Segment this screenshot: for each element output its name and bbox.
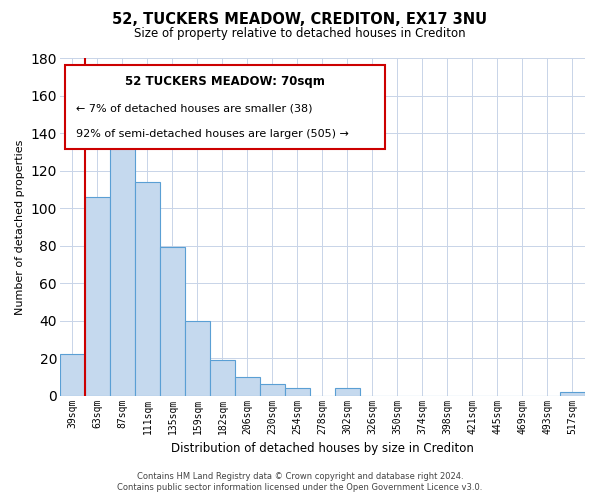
Bar (160, 248, 185, 396)
Bar (85, 197, 110, 396)
Bar (210, 360, 235, 396)
X-axis label: Distribution of detached houses by size in Crediton: Distribution of detached houses by size … (171, 442, 474, 455)
Text: 52 TUCKERS MEADOW: 70sqm: 52 TUCKERS MEADOW: 70sqm (125, 75, 325, 88)
Text: 92% of semi-detached houses are larger (505) →: 92% of semi-detached houses are larger (… (76, 129, 349, 139)
FancyBboxPatch shape (65, 65, 385, 149)
Text: Contains HM Land Registry data © Crown copyright and database right 2024.
Contai: Contains HM Land Registry data © Crown c… (118, 472, 482, 492)
Bar (135, 182, 160, 396)
Text: 52, TUCKERS MEADOW, CREDITON, EX17 3NU: 52, TUCKERS MEADOW, CREDITON, EX17 3NU (112, 12, 488, 28)
Bar (335, 388, 360, 396)
Text: Size of property relative to detached houses in Crediton: Size of property relative to detached ho… (134, 28, 466, 40)
Bar (110, 122, 135, 396)
Y-axis label: Number of detached properties: Number of detached properties (15, 139, 25, 314)
Text: ← 7% of detached houses are smaller (38): ← 7% of detached houses are smaller (38) (76, 104, 312, 114)
Bar (185, 320, 210, 396)
Bar (260, 384, 285, 396)
Bar (285, 388, 310, 396)
Bar (560, 392, 585, 396)
Bar (235, 377, 260, 396)
Bar (60, 354, 85, 396)
